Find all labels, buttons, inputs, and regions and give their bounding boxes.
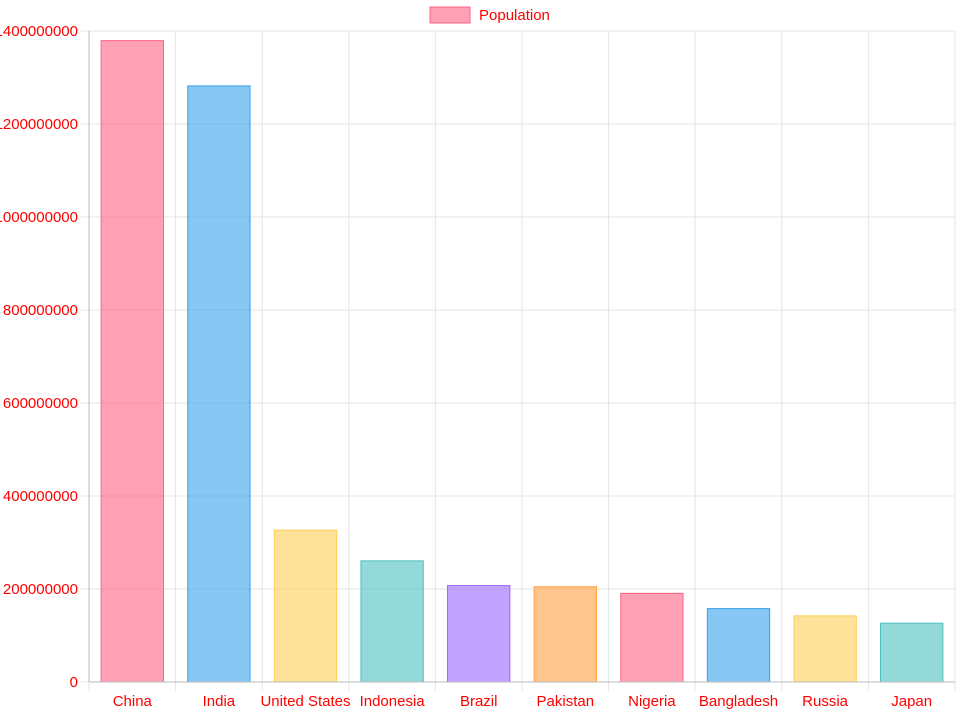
x-tick-label: Japan [891,693,932,710]
y-tick-label: 800000000 [3,302,78,319]
y-tick-label: 1200000000 [0,116,78,133]
bar-russia[interactable] [793,615,857,683]
x-tick-label: India [203,693,236,710]
bars [100,40,944,683]
x-tick-label: Brazil [460,693,498,710]
bar-brazil[interactable] [447,585,511,683]
bar-bangladesh[interactable] [706,608,771,683]
legend-swatch[interactable] [429,6,471,24]
bar-china[interactable] [100,40,164,683]
y-tick-label: 600000000 [3,395,78,412]
y-tick-label: 1000000000 [0,209,78,226]
bar-japan[interactable] [880,622,944,683]
x-tick-label: Pakistan [537,693,595,710]
x-tick-label: Bangladesh [699,693,778,710]
x-axis-tick-labels: China India United States Indonesia Brazil Pa… [113,693,932,710]
bar-indonesia[interactable] [360,560,424,683]
x-tick-label: China [113,693,153,710]
bar-pakistan[interactable] [533,586,597,683]
y-tick-label: 0 [70,674,78,691]
bar-nigeria[interactable] [620,592,684,683]
y-tick-label: 400000000 [3,488,78,505]
bar-united-states[interactable] [273,529,338,683]
axes [88,31,955,683]
x-tick-label: Nigeria [628,693,676,710]
x-tick-label: Indonesia [360,693,426,710]
bar-india[interactable] [187,85,251,683]
legend-label[interactable]: Population [479,7,550,24]
x-tick-label: United States [260,693,350,710]
y-tick-label: 1400000000 [0,23,78,40]
legend[interactable]: Population [429,6,550,24]
y-tick-label: 200000000 [3,581,78,598]
y-axis-tick-labels: 0 200000000 400000000 600000000 800000000 100… [0,23,78,691]
x-tick-label: Russia [802,693,849,710]
